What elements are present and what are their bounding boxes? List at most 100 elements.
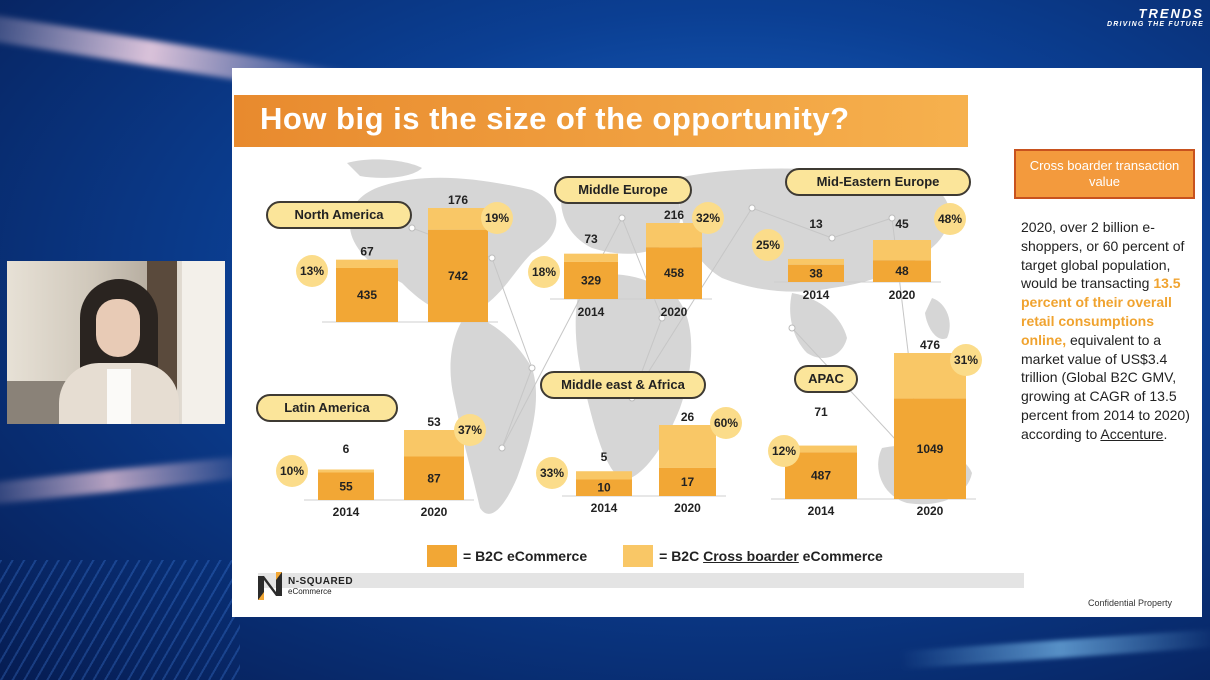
- map-network-node: [528, 364, 536, 372]
- map-network-line: [831, 217, 893, 239]
- share-badge: [950, 344, 982, 376]
- n-squared-logo: N-SQUARED eCommerce: [256, 570, 353, 602]
- data-label-cross-border: 53: [427, 415, 441, 429]
- year-label: 2020: [421, 505, 448, 519]
- data-label-cross-border: 5: [601, 450, 608, 464]
- data-label-cross-border: 26: [681, 410, 695, 424]
- bar-cross-border: [873, 240, 931, 261]
- map-network-node: [498, 444, 506, 452]
- year-label: 2014: [333, 505, 360, 519]
- bar-b2c: [318, 472, 374, 500]
- bar-b2c: [646, 247, 702, 299]
- share-badge: [528, 256, 560, 288]
- share-label: 31%: [954, 353, 978, 367]
- side-text-part3: .: [1163, 425, 1168, 442]
- legend-label-cross-suffix: eCommerce: [798, 548, 883, 564]
- data-label-cross-border: 176: [448, 193, 468, 207]
- legend-swatch-cross-border: [623, 545, 654, 567]
- year-label: 2020: [661, 305, 688, 319]
- region-label-mid-eastern-europe: Mid-Eastern Europe: [785, 168, 971, 196]
- data-label-b2c: 487: [811, 469, 831, 483]
- map-network-node: [888, 214, 896, 222]
- share-label: 60%: [714, 416, 738, 430]
- map-continent: [925, 298, 950, 339]
- bar-b2c: [404, 456, 464, 500]
- data-label-cross-border: 67: [360, 245, 374, 259]
- bar-cross-border: [785, 445, 857, 453]
- trends-logo: TRENDS DRIVING THE FUTURE: [1107, 6, 1204, 28]
- map-network-node: [618, 214, 626, 222]
- share-label: 13%: [300, 264, 324, 278]
- data-label-b2c: 17: [681, 475, 695, 489]
- map-network-node: [788, 324, 796, 332]
- bar-b2c: [336, 267, 398, 322]
- map-network-node: [408, 224, 416, 232]
- share-badge: [276, 455, 308, 487]
- share-badge: [296, 255, 328, 287]
- legend-label-b2c: = B2C eCommerce: [463, 548, 588, 564]
- n-squared-logo-icon: [258, 572, 282, 600]
- legend-swatch-b2c: [427, 545, 457, 567]
- bar-cross-border: [564, 253, 618, 262]
- year-label: 2014: [591, 501, 618, 515]
- map-network-line: [751, 207, 833, 239]
- title-banner: How big is the size of the opportunity?: [234, 95, 968, 147]
- map-network-line: [501, 367, 533, 449]
- logo-subtitle: eCommerce: [288, 587, 332, 596]
- map-network-line: [491, 257, 533, 369]
- region-label-north-america: North America: [266, 201, 412, 229]
- share-badge: [536, 457, 568, 489]
- bar-b2c: [564, 261, 618, 299]
- map-network-node: [658, 314, 666, 322]
- share-badge: [454, 414, 486, 446]
- data-label-b2c: 48: [895, 264, 909, 278]
- bar-cross-border: [404, 430, 464, 457]
- map-continent: [790, 293, 847, 358]
- bar-b2c: [576, 479, 632, 496]
- map-network-node: [828, 234, 836, 242]
- background-light-streak: [0, 454, 261, 508]
- bar-cross-border: [646, 223, 702, 248]
- legend: = B2C eCommerce = B2C Cross boarder eCom…: [427, 544, 883, 568]
- data-label-cross-border: 73: [584, 232, 598, 246]
- share-badge: [692, 202, 724, 234]
- data-label-b2c: 435: [357, 288, 377, 302]
- presentation-slide: How big is the size of the opportunity? …: [232, 68, 1202, 617]
- background-light-streak: [899, 628, 1210, 670]
- side-text-part2: equivalent to a market value of US$3.4 t…: [1021, 331, 1190, 442]
- share-badge: [710, 407, 742, 439]
- share-label: 18%: [532, 265, 556, 279]
- region-label-middle-east-africa: Middle east & Africa: [540, 371, 706, 399]
- background-pattern: [0, 560, 240, 680]
- year-label: 2014: [808, 504, 835, 518]
- region-label-latin-america: Latin America: [256, 394, 398, 422]
- accenture-link[interactable]: Accenture: [1100, 425, 1164, 442]
- region-label-middle-europe: Middle Europe: [554, 176, 692, 204]
- data-label-b2c: 38: [809, 266, 823, 280]
- data-label-b2c: 1049: [917, 442, 944, 456]
- data-label-b2c: 329: [581, 273, 601, 287]
- side-text-part1: 2020, over 2 billion e-shoppers, or 60 p…: [1021, 219, 1185, 292]
- cross-border-heading: Cross boarder transaction value: [1014, 149, 1195, 199]
- slide-title: How big is the size of the opportunity?: [260, 101, 850, 136]
- footer-bar: [258, 573, 1024, 588]
- year-label: 2020: [674, 501, 701, 515]
- data-label-b2c: 458: [664, 266, 684, 280]
- logo-name: N-SQUARED: [288, 576, 354, 587]
- data-label-cross-border: 476: [920, 338, 940, 352]
- bar-cross-border: [318, 469, 374, 473]
- map-continent: [450, 313, 537, 514]
- data-label-b2c: 742: [448, 269, 468, 283]
- bar-cross-border: [428, 208, 488, 230]
- legend-label-cross-underlined: Cross boarder: [703, 548, 799, 564]
- side-text-highlight: 13.5 percent of their overall retail con…: [1021, 275, 1181, 348]
- share-label: 48%: [938, 212, 962, 226]
- brand-title: TRENDS: [1138, 6, 1204, 21]
- share-badge: [481, 202, 513, 234]
- bar-b2c: [788, 264, 844, 282]
- year-label: 2014: [803, 288, 830, 302]
- bar-b2c: [659, 467, 716, 496]
- bar-b2c: [894, 398, 966, 499]
- map-network-node: [488, 254, 496, 262]
